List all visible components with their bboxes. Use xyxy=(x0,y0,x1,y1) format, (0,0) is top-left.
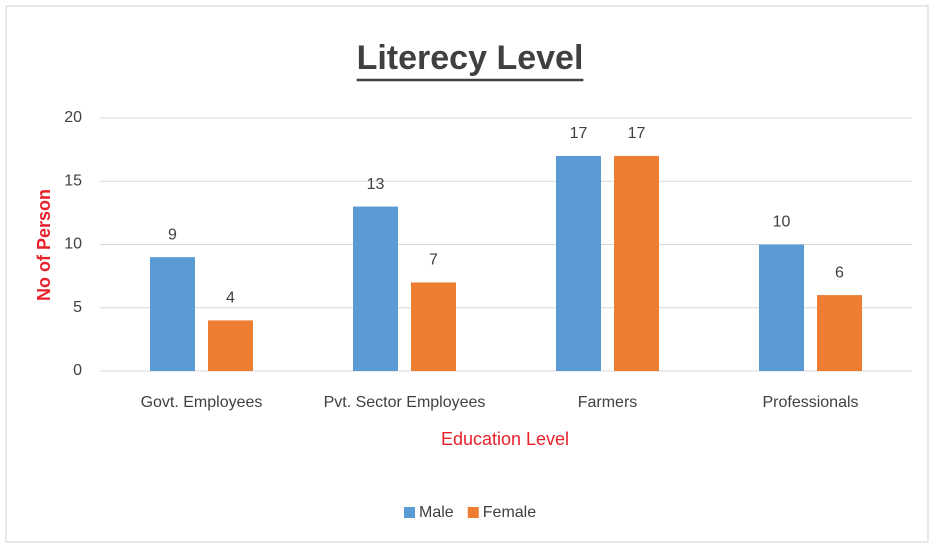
bar xyxy=(150,257,195,371)
y-tick-label: 5 xyxy=(73,299,82,316)
bar xyxy=(817,295,862,371)
chart-title: Literecy Level xyxy=(357,39,584,77)
bar xyxy=(759,244,804,371)
data-label: 7 xyxy=(429,252,438,269)
y-tick-label: 0 xyxy=(73,362,82,379)
data-label: 6 xyxy=(835,264,844,281)
legend-swatch xyxy=(467,507,479,518)
y-tick-label: 20 xyxy=(64,109,82,126)
bar xyxy=(556,155,601,371)
bar xyxy=(353,206,398,371)
y-axis-label: No of Person xyxy=(34,189,54,301)
legend-label: Male xyxy=(419,504,454,521)
legend-label: Female xyxy=(483,504,536,521)
data-label: 10 xyxy=(773,214,791,231)
y-tick-label: 15 xyxy=(64,172,82,189)
x-tick-label: Govt. Employees xyxy=(141,394,263,411)
data-label: 17 xyxy=(628,125,646,142)
data-label: 13 xyxy=(367,176,385,193)
bar xyxy=(411,282,456,371)
x-tick-label: Pvt. Sector Employees xyxy=(324,394,486,411)
x-tick-label: Professionals xyxy=(762,394,858,411)
data-label: 4 xyxy=(226,290,235,307)
legend-swatch xyxy=(404,507,415,518)
x-axis-label: Education Level xyxy=(441,429,569,449)
bar xyxy=(614,155,659,371)
y-tick-label: 10 xyxy=(64,236,82,253)
data-label: 17 xyxy=(570,125,588,142)
data-label: 9 xyxy=(168,226,177,243)
x-tick-label: Farmers xyxy=(578,394,638,411)
bar xyxy=(208,320,253,371)
